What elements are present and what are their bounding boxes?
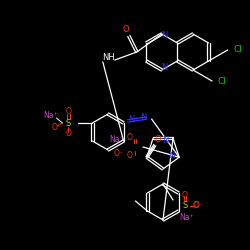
Text: N: N <box>128 116 135 124</box>
Text: O: O <box>127 152 133 160</box>
Text: O: O <box>154 135 161 144</box>
Text: Cl: Cl <box>233 44 242 54</box>
Text: O: O <box>122 26 129 35</box>
Text: Na⁺: Na⁺ <box>110 134 124 143</box>
Text: O⁻: O⁻ <box>52 124 61 132</box>
Text: S: S <box>66 118 71 128</box>
Text: O: O <box>66 130 71 138</box>
Text: O⁻: O⁻ <box>194 202 204 210</box>
Text: N: N <box>162 136 168 145</box>
Text: Na⁺: Na⁺ <box>43 110 58 120</box>
Text: S: S <box>182 202 188 210</box>
Text: NH: NH <box>102 54 115 62</box>
Text: Na⁺: Na⁺ <box>180 214 194 222</box>
Text: O: O <box>193 202 199 210</box>
Text: N: N <box>161 64 167 72</box>
Text: N: N <box>161 32 167 40</box>
Text: O: O <box>66 108 71 116</box>
Text: Cl: Cl <box>218 78 226 86</box>
Text: N: N <box>140 114 147 122</box>
Text: O: O <box>182 190 188 200</box>
Text: N: N <box>168 151 174 160</box>
Text: O⁻: O⁻ <box>114 150 124 158</box>
Text: O: O <box>127 134 133 142</box>
